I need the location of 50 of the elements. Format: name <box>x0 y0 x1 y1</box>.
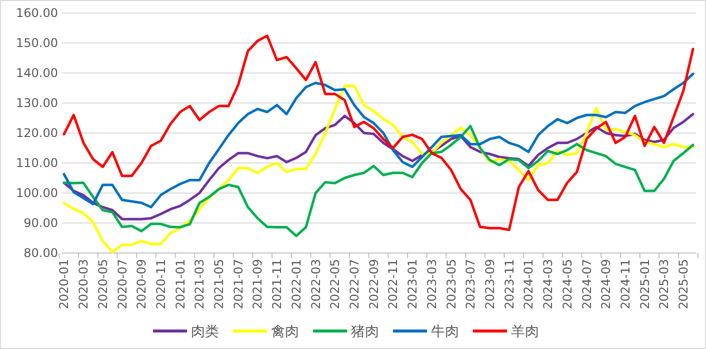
x-tick-label: 2023-03 <box>424 259 439 310</box>
legend-label: 牛肉 <box>431 324 459 340</box>
y-tick-label: 140.00 <box>16 66 58 80</box>
x-tick-label: 2023-09 <box>482 259 497 310</box>
x-tick-label: 2020-11 <box>154 259 168 310</box>
y-tick-label: 90.00 <box>24 216 58 230</box>
x-tick-label: 2022-05 <box>328 259 342 310</box>
y-tick-label: 120.00 <box>16 126 58 140</box>
y-tick-label: 130.00 <box>16 96 58 110</box>
legend-label: 肉类 <box>191 324 219 340</box>
x-tick-label: 2020-05 <box>96 259 110 310</box>
x-tick-label: 2025-03 <box>657 259 672 310</box>
y-tick-label: 100.00 <box>16 186 58 200</box>
x-tick-label: 2020-03 <box>76 259 91 310</box>
x-tick-label: 2022-01 <box>289 259 304 310</box>
x-tick-label: 2020-01 <box>57 259 72 310</box>
x-tick-label: 2021-03 <box>192 259 207 310</box>
x-tick-label: 2025-05 <box>676 259 691 310</box>
line-series <box>62 124 694 238</box>
y-tick-label: 150.00 <box>16 36 58 50</box>
x-tick-label: 2020-07 <box>115 259 130 310</box>
x-tick-label: 2024-03 <box>541 259 556 310</box>
line-series <box>62 34 694 232</box>
x-tick-label: 2024-01 <box>522 259 536 310</box>
line-series <box>62 72 694 208</box>
legend-label: 羊肉 <box>511 324 539 340</box>
legend-label: 猪肉 <box>351 324 379 340</box>
x-tick-label: 2021-05 <box>212 259 226 310</box>
x-tick-label: 2021-01 <box>173 259 188 310</box>
x-tick-label: 2020-09 <box>134 259 149 310</box>
x-tick-label: 2023-05 <box>444 259 458 310</box>
x-tick-label: 2023-01 <box>406 259 420 310</box>
x-tick-label: 2023-07 <box>464 259 478 310</box>
x-tick-label: 2021-07 <box>231 259 246 310</box>
y-tick-label: 160.00 <box>16 6 58 20</box>
x-tick-label: 2022-09 <box>366 259 381 310</box>
y-tick-label: 80.00 <box>24 246 58 260</box>
x-tick-label: 2022-11 <box>386 259 400 310</box>
x-tick-label: 2025-01 <box>638 259 652 310</box>
x-tick-label: 2024-05 <box>560 259 574 310</box>
x-tick-label: 2021-09 <box>250 259 265 310</box>
x-tick-label: 2022-03 <box>308 259 323 310</box>
x-tick-label: 2023-11 <box>502 259 516 310</box>
x-tick-label: 2024-09 <box>599 259 614 310</box>
y-tick-label: 110.00 <box>16 156 58 170</box>
legend-label: 禽肉 <box>271 324 299 340</box>
x-tick-label: 2021-11 <box>270 259 284 310</box>
x-tick-label: 2024-07 <box>580 259 594 310</box>
x-tick-label: 2022-07 <box>348 259 362 310</box>
x-tick-label: 2024-11 <box>618 259 632 310</box>
